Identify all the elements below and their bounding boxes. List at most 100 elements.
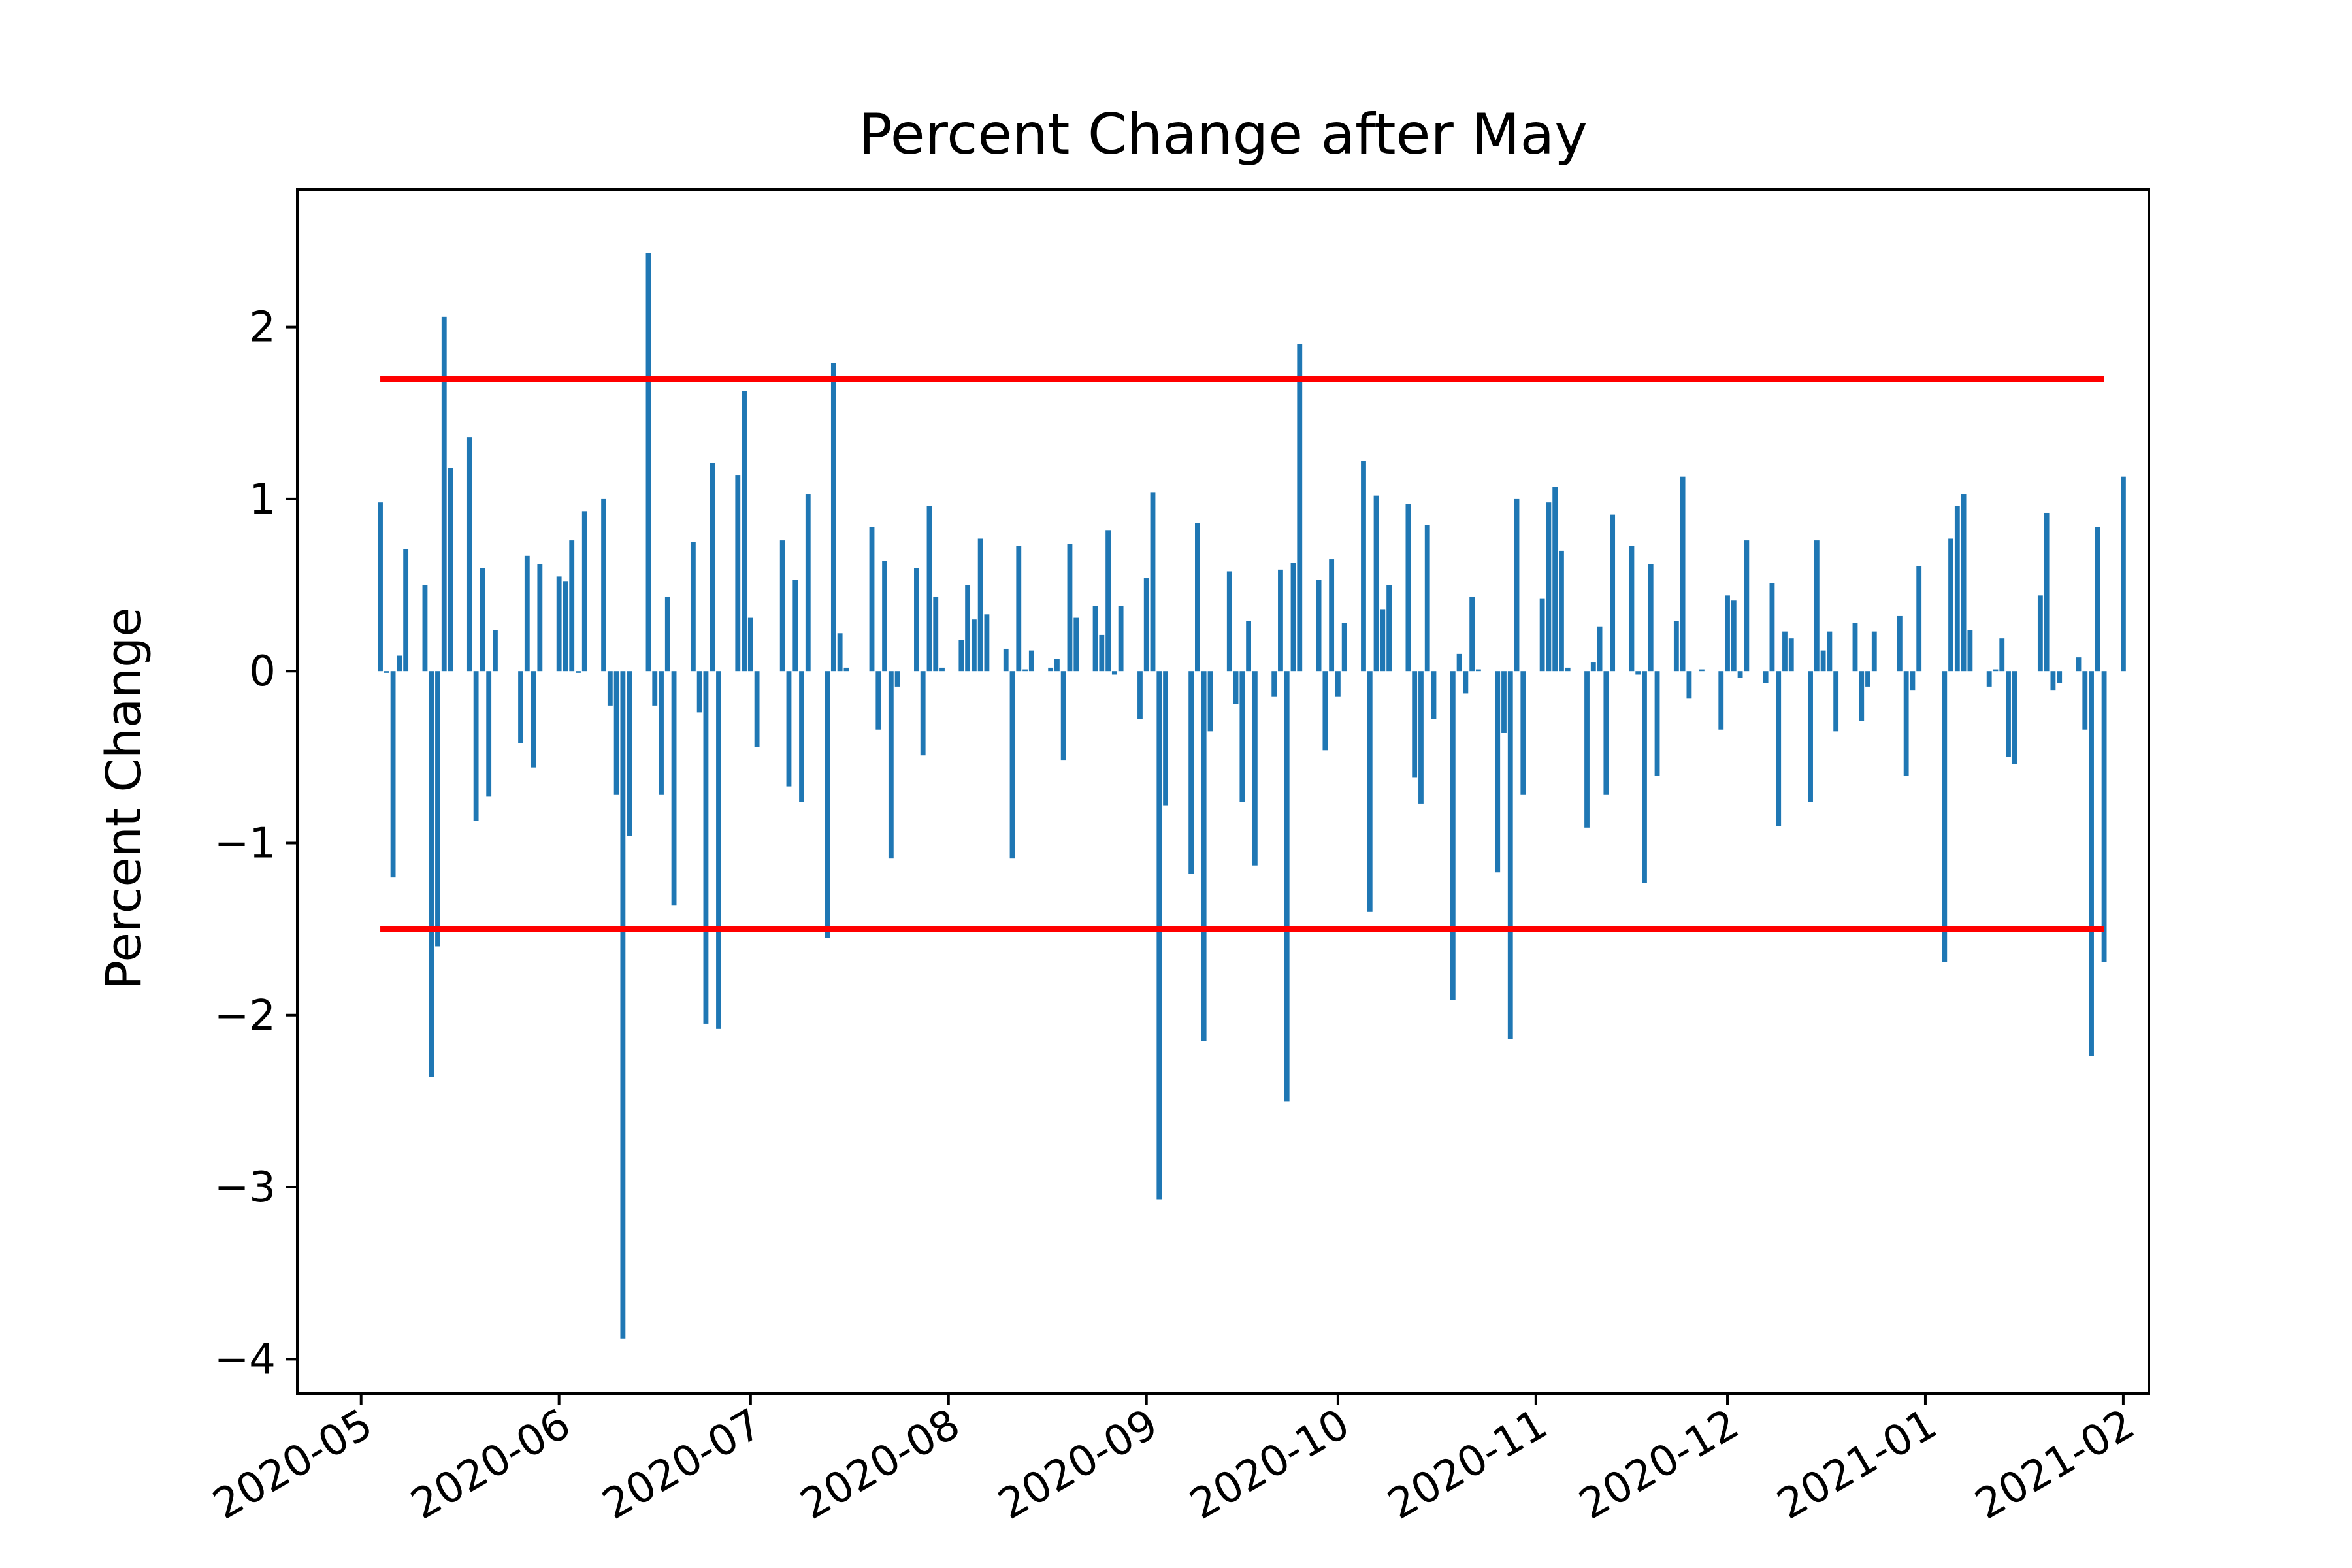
bar [1776,671,1782,826]
y-axis-ticks: 2 1 0 −1 −2 −3 −4 [214,304,297,1384]
bar [825,671,830,938]
bar [1852,623,1858,672]
bar [1686,671,1692,699]
bar [1233,671,1239,704]
bar [1871,631,1877,672]
bar [2082,671,2088,730]
bar [1475,669,1481,672]
bar [2044,512,2050,672]
bar [843,667,849,672]
bar [1386,585,1392,672]
bar [1271,671,1277,697]
bar [696,671,702,713]
y-tick-label: −2 [214,992,276,1040]
bar [627,671,632,836]
bar [1552,487,1558,672]
bar [1060,671,1066,761]
bar [1099,634,1105,672]
bar [466,437,472,672]
bar [1948,538,1953,672]
bar [1118,606,1124,672]
bar [664,596,670,672]
bar [384,671,389,673]
bar-layer [378,253,2126,1339]
bar [965,585,971,672]
bar [1808,671,1813,802]
threshold-layer [380,376,2104,932]
bar [2089,671,2094,1056]
bar [690,542,696,672]
bar [1463,671,1469,694]
bar [1341,623,1347,672]
bar [493,630,498,672]
bar [422,585,428,672]
bar [1252,671,1258,866]
bar [518,671,523,743]
bar [1833,671,1839,732]
bar [2057,671,2063,683]
bar [1731,600,1737,672]
bar [1297,344,1303,672]
bar [735,475,741,672]
bar [1565,667,1571,672]
chart-title: Percent Change after May [858,102,1588,167]
bar [1597,626,1603,672]
bar [869,527,875,672]
bar [1520,671,1526,795]
bar [1603,671,1609,795]
bar [971,619,977,672]
bar [754,671,760,747]
bar [1456,653,1462,672]
bar [747,617,753,672]
bar [378,502,383,672]
bar [1067,544,1073,672]
bar [1680,476,1686,672]
bar [882,561,887,672]
bar [1725,595,1730,672]
bar [435,671,440,947]
bar [1718,671,1724,730]
bar [1993,669,1999,672]
bar [524,555,530,672]
bar [1418,671,1424,804]
bar [799,671,804,802]
bar [441,316,447,672]
bar [1367,671,1373,912]
bar [1967,630,1973,672]
bar [1092,606,1098,672]
plot-frame [296,188,2150,1395]
bar [939,667,945,672]
bar [1814,540,1820,672]
bar [1648,564,1654,672]
bar [1865,671,1870,687]
bar [1028,650,1034,672]
bar [716,671,721,1029]
bar [1635,671,1641,675]
bar [1246,621,1251,672]
bar [1910,671,1916,691]
bar [894,671,900,687]
bar [645,253,651,672]
bar [1495,671,1501,873]
bar [1073,617,1079,672]
bar [1278,569,1283,672]
bar [1412,671,1418,778]
bar [1916,566,1922,672]
bar [1897,615,1903,672]
bar [1322,671,1328,751]
bar [403,549,409,672]
bar [830,363,836,672]
bar [1150,492,1156,672]
bar [2012,671,2017,764]
bar [2050,671,2056,691]
bar [1999,638,2005,672]
bar [1316,580,1322,672]
bar [1290,563,1296,672]
bar [2101,671,2107,962]
bar [1048,667,1054,672]
bar [1546,502,1552,672]
bar [576,671,581,673]
bar [1654,671,1660,776]
bar [1590,662,1596,672]
